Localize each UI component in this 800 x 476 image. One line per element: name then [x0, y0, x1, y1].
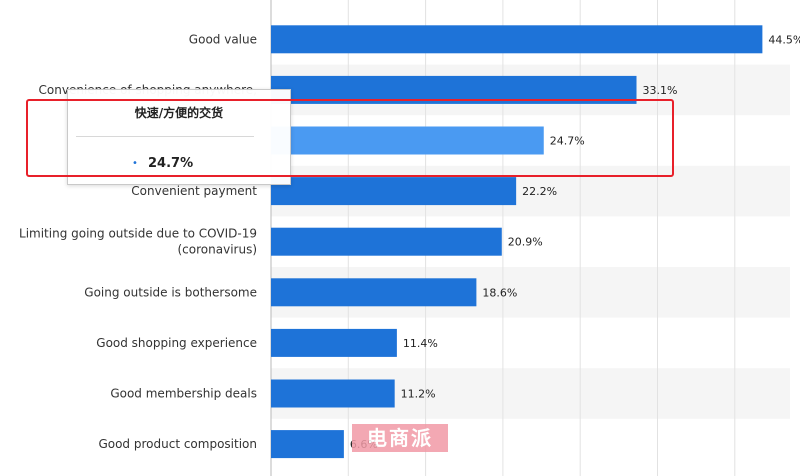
hover-tooltip: 快速/方便的交货 • 24.7% [67, 89, 291, 185]
value-label: 11.4% [403, 337, 438, 350]
value-label: 24.7% [550, 135, 585, 148]
category-label: Good product composition [98, 437, 257, 451]
category-label: Convenient payment [131, 184, 257, 198]
value-label: 18.6% [482, 286, 517, 299]
category-label: Good membership deals [110, 387, 257, 401]
category-labels: Good valueConvenience of shopping anywhe… [19, 32, 257, 451]
bar[interactable] [271, 430, 344, 459]
category-label: Good shopping experience [96, 336, 257, 350]
value-label: 44.5% [768, 33, 800, 46]
tooltip-value: 24.7% [148, 156, 194, 171]
row-stripes [271, 64, 790, 419]
tooltip-bullet-icon: • [132, 158, 138, 169]
bar[interactable] [271, 177, 517, 206]
bar[interactable] [271, 379, 395, 408]
bar[interactable] [271, 227, 502, 256]
value-label: 33.1% [643, 84, 678, 97]
value-label: 20.9% [508, 236, 543, 249]
bar[interactable] [271, 126, 544, 155]
tooltip-divider [76, 136, 254, 137]
bar[interactable] [271, 25, 763, 54]
watermark-logo: 电商派 [352, 424, 448, 452]
value-label: 22.2% [522, 185, 557, 198]
category-label: Limiting going outside due to COVID-19 [19, 227, 257, 241]
tooltip-title: 快速/方便的交货 [134, 106, 224, 120]
bar[interactable] [271, 328, 397, 357]
category-label: (coronavirus) [178, 243, 258, 257]
bar[interactable] [271, 278, 477, 307]
category-label: Going outside is bothersome [84, 285, 257, 299]
category-label: Good value [189, 32, 257, 46]
highlight-box [26, 99, 674, 177]
value-label: 11.2% [401, 388, 436, 401]
